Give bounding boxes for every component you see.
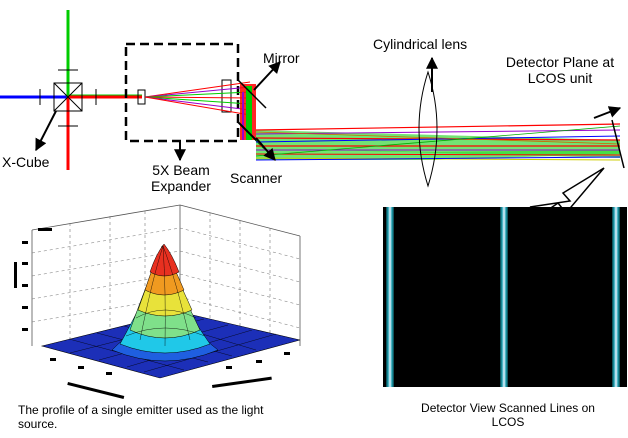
scanned-line bbox=[386, 207, 394, 387]
expanding-beam-fan bbox=[144, 81, 251, 116]
cylindrical-lens-label: Cylindrical lens bbox=[373, 36, 468, 52]
scanner-arrow bbox=[255, 137, 276, 161]
beam-expander-label: 5X Beam Expander bbox=[151, 162, 211, 194]
profile-caption: The profile of a single emitter used as … bbox=[18, 403, 264, 431]
scanned-beam-bundle bbox=[255, 123, 621, 161]
detector-plane-label: Detector Plane at LCOS unit bbox=[505, 54, 615, 86]
folded-beam bbox=[240, 84, 256, 140]
scanner-label: Scanner bbox=[230, 170, 283, 186]
x-cube-label: X-Cube bbox=[2, 154, 50, 170]
detector-plane-icon bbox=[611, 119, 625, 169]
x-cube-icon bbox=[39, 69, 97, 127]
beam-expander-box bbox=[124, 42, 240, 143]
mirror-label: Mirror bbox=[263, 50, 300, 66]
detector-view-panel bbox=[383, 207, 627, 387]
detector-plane-arrow bbox=[593, 106, 622, 119]
cylindrical-lens-icon bbox=[418, 70, 438, 188]
emitter-profile-plot bbox=[14, 204, 301, 399]
detector-view-caption: Detector View Scanned Lines on LCOS bbox=[421, 401, 595, 429]
mirror-icon bbox=[237, 79, 267, 109]
scanned-line bbox=[500, 207, 508, 387]
mirror-arrow bbox=[253, 61, 281, 91]
x-cube-arrow bbox=[35, 110, 57, 152]
scanned-line bbox=[612, 207, 620, 387]
